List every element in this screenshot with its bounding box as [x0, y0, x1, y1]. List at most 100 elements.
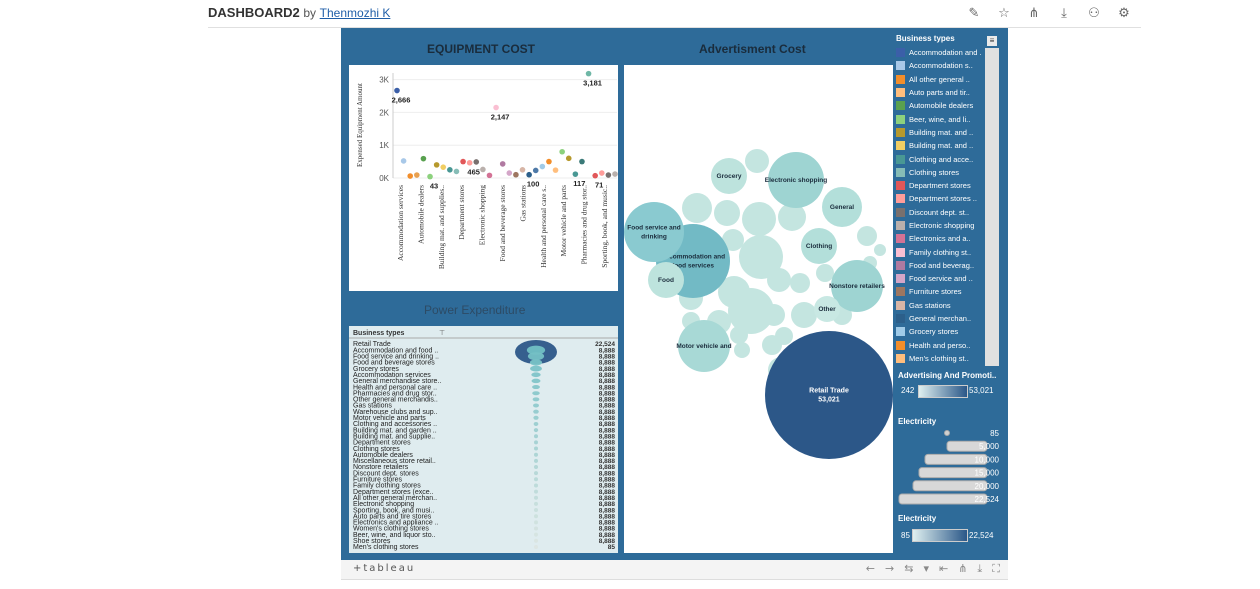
- legend-label: Clothing and acce..: [909, 154, 974, 164]
- power-bar: [534, 538, 538, 543]
- download-icon[interactable]: ⤓: [1061, 5, 1067, 21]
- power-bar: [534, 483, 538, 488]
- advert-bubble: [762, 335, 782, 355]
- x-tick-label: Food and beverage stores: [498, 185, 507, 262]
- edit-icon[interactable]: ✎: [968, 5, 980, 21]
- footer-download-icon[interactable]: ⤓: [977, 562, 983, 575]
- equipment-point: [453, 168, 460, 175]
- advert-bubble-label: General: [830, 204, 854, 211]
- star-icon[interactable]: ☆: [998, 5, 1010, 21]
- elec-size-title: Electricity: [898, 417, 937, 426]
- x-tick-label: Gas stations: [518, 185, 527, 222]
- size-mark: [944, 430, 950, 436]
- equipment-point: [526, 171, 532, 178]
- legend-item[interactable]: All other general ..: [896, 73, 1001, 86]
- power-row-label: All other general merchan..: [353, 495, 437, 502]
- legend-item[interactable]: Building mat. and ..: [896, 126, 1001, 139]
- power-row-label: Grocery stores: [353, 366, 399, 373]
- legend-label: Building mat. and ..: [909, 141, 974, 151]
- power-value-label: 8,888: [599, 477, 616, 484]
- legend-item[interactable]: Men's clothing st..: [896, 352, 1001, 364]
- legend-item[interactable]: Department stores ..: [896, 192, 1001, 205]
- legend-item[interactable]: Clothing and acce..: [896, 152, 1001, 165]
- legend-item[interactable]: Discount dept. st..: [896, 206, 1001, 219]
- legend-swatch: [896, 207, 905, 217]
- legend-item[interactable]: Electronic shopping: [896, 219, 1001, 232]
- power-value-label: 8,888: [599, 409, 616, 416]
- power-value-label: 8,888: [599, 483, 616, 490]
- advert-bubble: [816, 264, 834, 282]
- fullscreen-icon[interactable]: ⛶: [992, 562, 1000, 575]
- power-value-label: 8,888: [599, 366, 616, 373]
- power-row-label: Nonstore retailers: [353, 464, 409, 471]
- redo-icon[interactable]: →: [885, 562, 895, 575]
- power-bar: [533, 428, 539, 433]
- power-bar: [534, 489, 538, 494]
- equipment-point: [559, 148, 565, 155]
- legend-label: Food and beverag..: [909, 260, 975, 270]
- legend-label: Auto parts and tir..: [909, 88, 970, 98]
- power-bar: [534, 471, 538, 476]
- power-bar: [534, 532, 538, 537]
- legend-item[interactable]: Automobile dealers: [896, 99, 1001, 112]
- legend-item[interactable]: Grocery stores: [896, 325, 1001, 338]
- legend-scrollbar[interactable]: [985, 48, 999, 366]
- footer-icons: ← → ⇆ ▾ ⇤ ⋔ ⤓ ⛶: [866, 562, 1000, 576]
- legend-item[interactable]: Accommodation s..: [896, 59, 1001, 72]
- elec-ramp-min: 85: [901, 531, 910, 540]
- undo-icon[interactable]: ←: [865, 562, 876, 575]
- legend-item[interactable]: Furniture stores: [896, 285, 1001, 298]
- power-row-label: Department stores (exce..: [353, 489, 434, 496]
- dashboard-name: DASHBOARD2: [208, 5, 300, 20]
- legend-menu-icon[interactable]: ≡: [987, 36, 997, 46]
- legend-item[interactable]: Auto parts and tir..: [896, 86, 1001, 99]
- power-value-label: 8,888: [599, 347, 616, 354]
- power-value-label: 8,888: [599, 440, 616, 447]
- legend-item[interactable]: General merchan..: [896, 312, 1001, 325]
- advert-bubble: [831, 260, 883, 312]
- revert-icon[interactable]: ⇆: [904, 562, 914, 575]
- power-row-label: Pharmacies and drug stor..: [353, 390, 437, 397]
- equipment-point: [552, 167, 559, 173]
- reset-icon[interactable]: ⇤: [938, 562, 949, 575]
- adv-ramp-min: 242: [901, 386, 915, 395]
- power-funnel-chart[interactable]: Business types ⊤ Retail Trade 22,524 Accommo…: [349, 326, 618, 553]
- legend-item[interactable]: Clothing stores: [896, 166, 1001, 179]
- settings-icon[interactable]: ⚙: [1118, 5, 1130, 21]
- revert-dropdown-icon[interactable]: ▾: [923, 562, 929, 575]
- power-bar: [531, 372, 541, 378]
- legend-swatch: [896, 353, 905, 363]
- legend-item[interactable]: Health and perso..: [896, 339, 1001, 352]
- advert-bubble-label: food services: [672, 263, 714, 270]
- legend-item[interactable]: Accommodation and ..: [896, 46, 1001, 59]
- author-link[interactable]: Thenmozhi K: [319, 6, 391, 20]
- advert-bubble-label: Food service and: [627, 225, 680, 232]
- equipment-point: [433, 162, 440, 168]
- legend-item[interactable]: Food and beverag..: [896, 259, 1001, 272]
- equipment-point: [585, 70, 592, 77]
- subscribe-icon[interactable]: ⚇: [1088, 5, 1100, 21]
- equipment-data-label: 3,181: [583, 79, 602, 88]
- equipment-scatter-chart[interactable]: 0K 1K 2K 3K Expensed Equipment Amount 2,666 43…: [349, 65, 618, 291]
- legend-list[interactable]: Accommodation and .. Accommodation s.. All…: [896, 46, 1001, 364]
- y-tick-label: 0K: [379, 174, 389, 183]
- share-icon[interactable]: ⋔: [1028, 5, 1040, 21]
- footer-share-icon[interactable]: ⋔: [958, 562, 968, 575]
- size-label: 85: [990, 429, 999, 438]
- power-value-label: 8,888: [599, 520, 616, 527]
- equipment-point: [612, 171, 618, 177]
- x-tick-label: Accommodation services: [396, 185, 405, 261]
- advert-bubble-chart[interactable]: Retail Trade 53,021 Accommodation and food…: [624, 65, 893, 553]
- legend-item[interactable]: Food service and ..: [896, 272, 1001, 285]
- legend-item[interactable]: Electronics and a..: [896, 232, 1001, 245]
- power-value-label: 8,888: [599, 378, 616, 385]
- equipment-point: [513, 171, 519, 178]
- advert-bubble: [678, 320, 730, 372]
- legend-item[interactable]: Department stores: [896, 179, 1001, 192]
- advert-bubble: [742, 202, 776, 236]
- legend-item[interactable]: Family clothing st..: [896, 245, 1001, 258]
- legend-item[interactable]: Gas stations: [896, 299, 1001, 312]
- legend-item[interactable]: Building mat. and ..: [896, 139, 1001, 152]
- size-label: 15,000: [975, 469, 1000, 478]
- legend-item[interactable]: Beer, wine, and li..: [896, 112, 1001, 125]
